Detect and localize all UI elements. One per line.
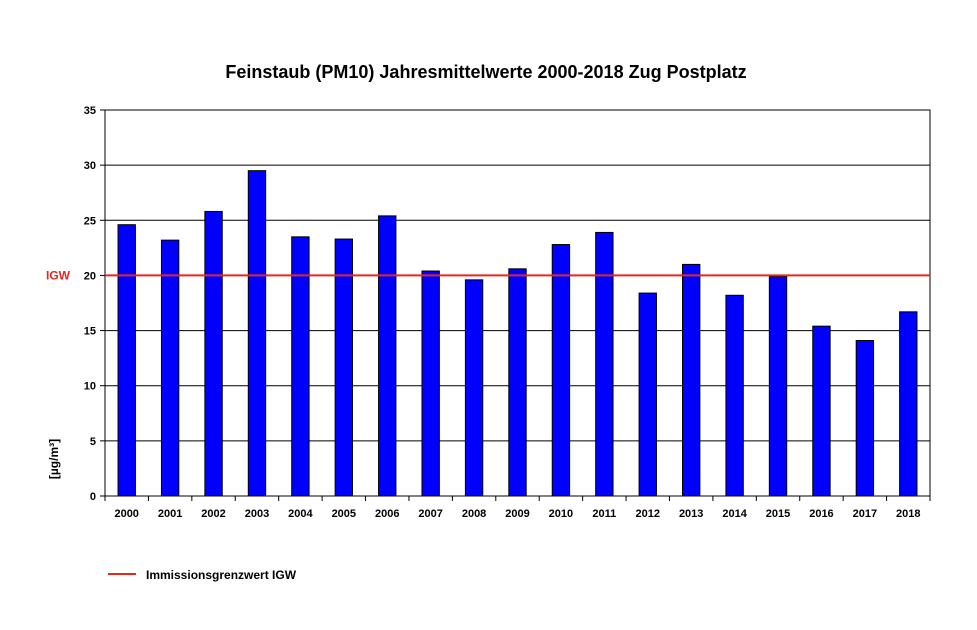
bar-2011 <box>595 231 614 497</box>
y-axis-ticks: 0 5 10 15 20 25 30 35 <box>84 105 105 503</box>
y-tick-label-15: 15 <box>84 326 96 338</box>
bar-2007 <box>421 270 440 497</box>
x-tick-label-2000: 2000 <box>114 508 138 520</box>
igw-label: IGW <box>46 268 71 282</box>
x-tick-label-2014: 2014 <box>722 508 747 520</box>
igw-reference-line: IGW <box>46 268 930 282</box>
bars <box>117 170 918 497</box>
bar-2018 <box>899 311 918 497</box>
bar-2016 <box>812 325 831 497</box>
bar-2002 <box>204 210 223 497</box>
x-tick-label-2016: 2016 <box>809 508 833 520</box>
bar-2017 <box>855 339 875 497</box>
bar-2003 <box>247 170 267 497</box>
bar-2000 <box>117 224 136 497</box>
x-tick-label-2006: 2006 <box>375 508 399 520</box>
chart-title: Feinstaub (PM10) Jahresmittelwerte 2000-… <box>225 62 746 82</box>
bar-2006 <box>378 215 397 497</box>
x-tick-label-2013: 2013 <box>679 508 703 520</box>
bar-2013 <box>682 263 701 497</box>
x-tick-label-2005: 2005 <box>332 508 356 520</box>
x-tick-label-2017: 2017 <box>853 508 877 520</box>
x-tick-label-2015: 2015 <box>766 508 790 520</box>
bar-2010 <box>551 244 571 497</box>
x-tick-label-2007: 2007 <box>418 508 442 520</box>
bar-2005 <box>334 238 354 497</box>
x-tick-label-2002: 2002 <box>201 508 225 520</box>
legend-label-igw: Immissionsgrenzwert IGW <box>146 568 297 582</box>
x-tick-label-2003: 2003 <box>245 508 269 520</box>
legend: Immissionsgrenzwert IGW <box>108 568 297 582</box>
x-axis-ticks: 2000 2001 2002 2003 2004 2005 2006 2007 2008 2009… <box>104 496 931 520</box>
bar-2008 <box>464 279 484 497</box>
y-tick-label-5: 5 <box>90 436 96 448</box>
plot-frame <box>104 109 931 497</box>
bar-2015 <box>768 276 788 497</box>
bar-2001 <box>160 239 180 497</box>
bar-2014 <box>725 294 744 497</box>
y-axis-label: [µg/m³] <box>47 439 61 479</box>
y-tick-label-0: 0 <box>90 491 96 503</box>
y-tick-label-20: 20 <box>84 270 96 282</box>
y-tick-label-10: 10 <box>84 381 96 393</box>
x-tick-label-2004: 2004 <box>288 508 313 520</box>
x-tick-label-2010: 2010 <box>549 508 573 520</box>
x-tick-label-2018: 2018 <box>896 508 920 520</box>
y-tick-label-30: 30 <box>84 160 96 172</box>
bar-2009 <box>508 268 527 497</box>
x-tick-label-2012: 2012 <box>636 508 660 520</box>
y-tick-label-35: 35 <box>84 105 96 117</box>
x-tick-label-2001: 2001 <box>158 508 182 520</box>
y-tick-label-25: 25 <box>84 215 96 227</box>
bar-2012 <box>638 292 657 497</box>
x-tick-label-2011: 2011 <box>592 508 616 520</box>
x-tick-label-2009: 2009 <box>505 508 529 520</box>
x-tick-label-2008: 2008 <box>462 508 486 520</box>
